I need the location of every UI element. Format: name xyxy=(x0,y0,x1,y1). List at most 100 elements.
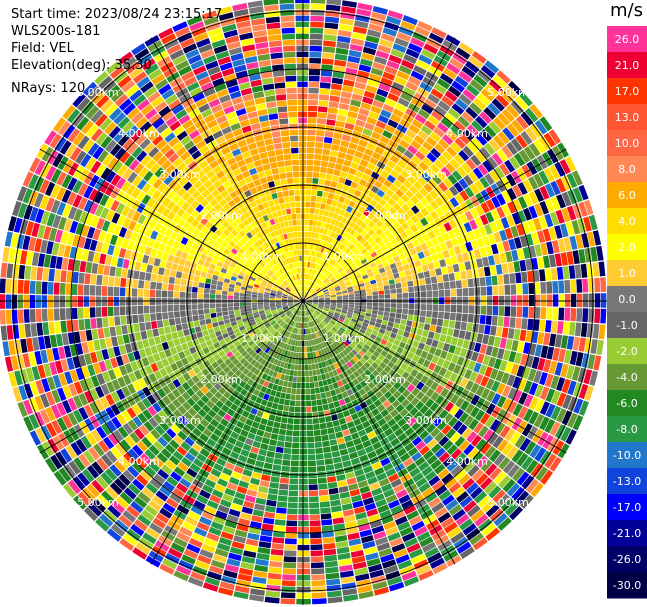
velocity-gate xyxy=(532,428,544,443)
velocity-gate xyxy=(318,380,324,387)
velocity-gate xyxy=(351,32,366,41)
velocity-gate xyxy=(385,353,393,361)
velocity-gate xyxy=(303,285,305,291)
velocity-gate xyxy=(427,178,438,189)
velocity-gate xyxy=(576,308,583,322)
velocity-gate xyxy=(572,170,583,186)
velocity-gate xyxy=(319,88,330,95)
velocity-gate xyxy=(439,73,454,85)
velocity-gate xyxy=(336,353,343,360)
velocity-gate xyxy=(462,339,470,349)
velocity-gate xyxy=(378,198,387,207)
velocity-gate xyxy=(350,38,365,46)
velocity-gate xyxy=(311,305,317,309)
velocity-gate xyxy=(334,53,348,61)
velocity-gate xyxy=(403,576,420,587)
velocity-gate xyxy=(307,352,311,359)
velocity-gate xyxy=(504,428,516,442)
velocity-gate xyxy=(140,330,148,340)
velocity-gate xyxy=(506,141,518,156)
velocity-gate xyxy=(306,303,311,307)
velocity-gate xyxy=(560,223,569,238)
velocity-gate xyxy=(489,368,499,380)
velocity-gate xyxy=(382,315,389,321)
velocity-gate xyxy=(347,55,361,64)
velocity-gate xyxy=(592,323,600,339)
velocity-gate xyxy=(442,494,455,506)
velocity-gate xyxy=(407,280,414,287)
velocity-gate xyxy=(447,328,454,337)
velocity-gate xyxy=(326,217,332,224)
velocity-gate xyxy=(291,448,300,455)
velocity-gate xyxy=(425,398,435,408)
velocity-gate xyxy=(423,249,431,258)
velocity-gate xyxy=(549,333,557,347)
velocity-gate xyxy=(338,345,345,352)
velocity-gate xyxy=(349,229,356,236)
velocity-gate xyxy=(296,574,311,581)
velocity-gate xyxy=(383,165,393,174)
velocity-gate xyxy=(546,294,553,307)
velocity-gate xyxy=(399,408,409,418)
velocity-gate xyxy=(284,538,297,545)
velocity-gate xyxy=(352,315,358,320)
velocity-gate xyxy=(369,569,385,579)
velocity-gate xyxy=(350,457,361,466)
velocity-gate xyxy=(390,423,400,432)
velocity-gate xyxy=(125,287,132,297)
velocity-gate xyxy=(336,114,347,122)
velocity-gate xyxy=(336,241,343,249)
velocity-gate xyxy=(371,131,382,140)
velocity-gate xyxy=(308,466,317,473)
velocity-gate xyxy=(371,487,383,497)
velocity-gate xyxy=(465,106,478,119)
velocity-gate xyxy=(292,382,297,389)
velocity-gate xyxy=(510,284,517,295)
velocity-gate xyxy=(329,266,335,272)
velocity-gate xyxy=(317,118,327,125)
velocity-gate xyxy=(222,311,229,316)
velocity-gate xyxy=(479,315,486,325)
velocity-gate xyxy=(310,307,316,311)
velocity-gate xyxy=(489,169,500,183)
velocity-gate xyxy=(170,325,177,333)
velocity-gate xyxy=(12,264,20,279)
velocity-gate xyxy=(362,497,375,506)
velocity-gate xyxy=(556,194,566,209)
velocity-gate xyxy=(427,552,442,564)
velocity-gate xyxy=(390,505,403,515)
velocity-gate xyxy=(387,361,395,369)
velocity-gate xyxy=(490,209,500,221)
velocity-gate xyxy=(393,272,400,279)
velocity-gate xyxy=(414,334,422,342)
velocity-gate xyxy=(422,76,436,88)
velocity-gate xyxy=(458,42,474,55)
velocity-gate xyxy=(583,369,593,385)
velocity-gate xyxy=(304,304,307,310)
velocity-gate xyxy=(382,334,390,341)
velocity-gate xyxy=(312,295,318,299)
velocity-gate xyxy=(492,489,506,503)
velocity-gate xyxy=(336,474,346,482)
velocity-gate xyxy=(348,105,360,113)
velocity-gate xyxy=(396,198,406,207)
velocity-gate xyxy=(478,267,485,277)
velocity-gate xyxy=(319,501,331,508)
velocity-gate xyxy=(435,395,445,405)
velocity-gate xyxy=(368,73,382,82)
velocity-gate xyxy=(378,290,385,295)
velocity-gate xyxy=(501,190,512,203)
velocity-gate xyxy=(352,216,359,224)
velocity-gate xyxy=(228,287,235,292)
velocity-gate xyxy=(499,252,507,264)
velocity-gate xyxy=(346,314,353,318)
velocity-gate xyxy=(387,274,394,281)
velocity-gate xyxy=(386,404,395,413)
velocity-gate xyxy=(314,363,320,370)
velocity-gate xyxy=(281,386,287,393)
velocity-gate xyxy=(275,446,284,454)
velocity-gate xyxy=(360,337,368,344)
velocity-gate xyxy=(432,562,448,575)
velocity-gate xyxy=(341,288,348,292)
velocity-gate xyxy=(328,310,335,314)
